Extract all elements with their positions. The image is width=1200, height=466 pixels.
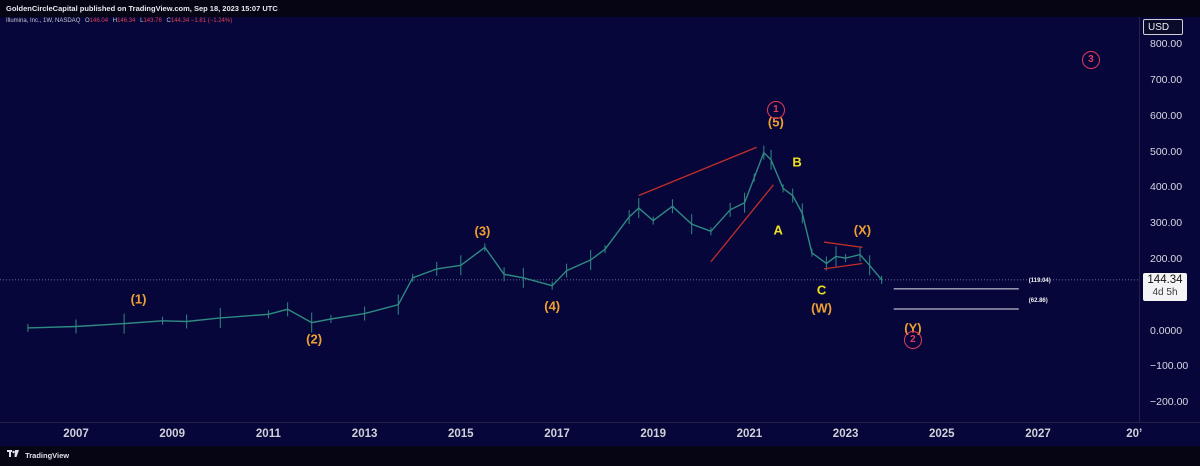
wave-label: C	[816, 282, 827, 298]
close-value: 144.34	[170, 18, 190, 24]
time-tick-label: 2021	[736, 428, 763, 440]
price-tick-label: −100.00	[1150, 360, 1189, 373]
price-tick-label: 0.0000	[1150, 324, 1183, 337]
time-tick-label: 2017	[544, 428, 570, 440]
time-tick-label: 2023	[832, 428, 859, 440]
footer-brand: TradingView	[25, 451, 70, 460]
circled-wave-label: 3	[1081, 50, 1100, 69]
price-tick-label: 800.00	[1150, 38, 1183, 51]
circled-wave-label: 1	[766, 100, 785, 119]
time-axis[interactable]	[0, 422, 1200, 447]
price-tick-label: 400.00	[1150, 181, 1183, 194]
price-tick-label: −200.00	[1150, 396, 1189, 409]
high-value: 146.34	[117, 18, 136, 24]
publisher-text: GoldenCircleCapital published on Trading…	[6, 4, 278, 13]
price-tick-label: 500.00	[1150, 145, 1183, 158]
wave-label: (5)	[767, 114, 784, 130]
trendline	[823, 262, 863, 270]
time-tick-label: 2015	[448, 428, 474, 440]
time-tick-label: 2013	[351, 428, 378, 440]
price-tick-label: 600.00	[1150, 109, 1183, 122]
wave-label: B	[792, 154, 802, 170]
wave-label: (3)	[474, 223, 491, 239]
price-tick-label: 300.00	[1150, 217, 1183, 230]
time-tick-label: 2027	[1025, 428, 1051, 440]
price-tick-label: 700.00	[1150, 74, 1183, 87]
wave-label: (X)	[853, 222, 872, 238]
low-value: 143.76	[143, 18, 162, 24]
price-tick-label: 200.00	[1150, 252, 1183, 265]
trendline	[823, 241, 863, 249]
publisher-bar: GoldenCircleCapital published on Trading…	[0, 0, 1200, 17]
ohlc-legend: Illumina, Inc., 1W, NASDAQ O146.04 H146.…	[6, 18, 233, 24]
trendline	[638, 146, 757, 197]
footer-bar: TradingView	[0, 446, 1200, 466]
symbol-name: Illumina, Inc., 1W, NASDAQ	[6, 18, 81, 24]
wave-label: A	[773, 222, 783, 238]
wave-label: (2)	[306, 331, 323, 347]
wave-label: (4)	[544, 298, 561, 314]
price-line	[27, 151, 883, 329]
currency-button[interactable]: USD	[1143, 19, 1183, 35]
wave-label: (1)	[130, 291, 147, 307]
wave-label: (W)	[811, 300, 833, 316]
time-tick-label: 2009	[159, 428, 185, 440]
target-level-label: (119.04)	[1028, 277, 1051, 284]
trendline	[710, 184, 774, 263]
bar-countdown: 4d 5h	[1152, 287, 1178, 298]
current-price: 144.34	[1147, 274, 1183, 286]
target-level-label: (62.86)	[1028, 298, 1048, 304]
circled-wave-label: 2	[903, 331, 922, 350]
time-tick-label: 20’	[1126, 428, 1143, 440]
open-value: 146.04	[89, 18, 109, 24]
time-tick-label: 2025	[929, 428, 955, 440]
time-tick-label: 2007	[63, 428, 89, 440]
current-price-badge: 144.34 4d 5h	[1143, 273, 1187, 301]
tradingview-logo-icon	[7, 446, 19, 466]
time-tick-label: 2011	[255, 428, 281, 440]
change-value: −1.81 (−1.24%)	[190, 18, 233, 24]
time-tick-label: 2019	[640, 428, 666, 440]
price-axis[interactable]	[1139, 17, 1200, 422]
price-chart[interactable]	[0, 17, 1139, 422]
